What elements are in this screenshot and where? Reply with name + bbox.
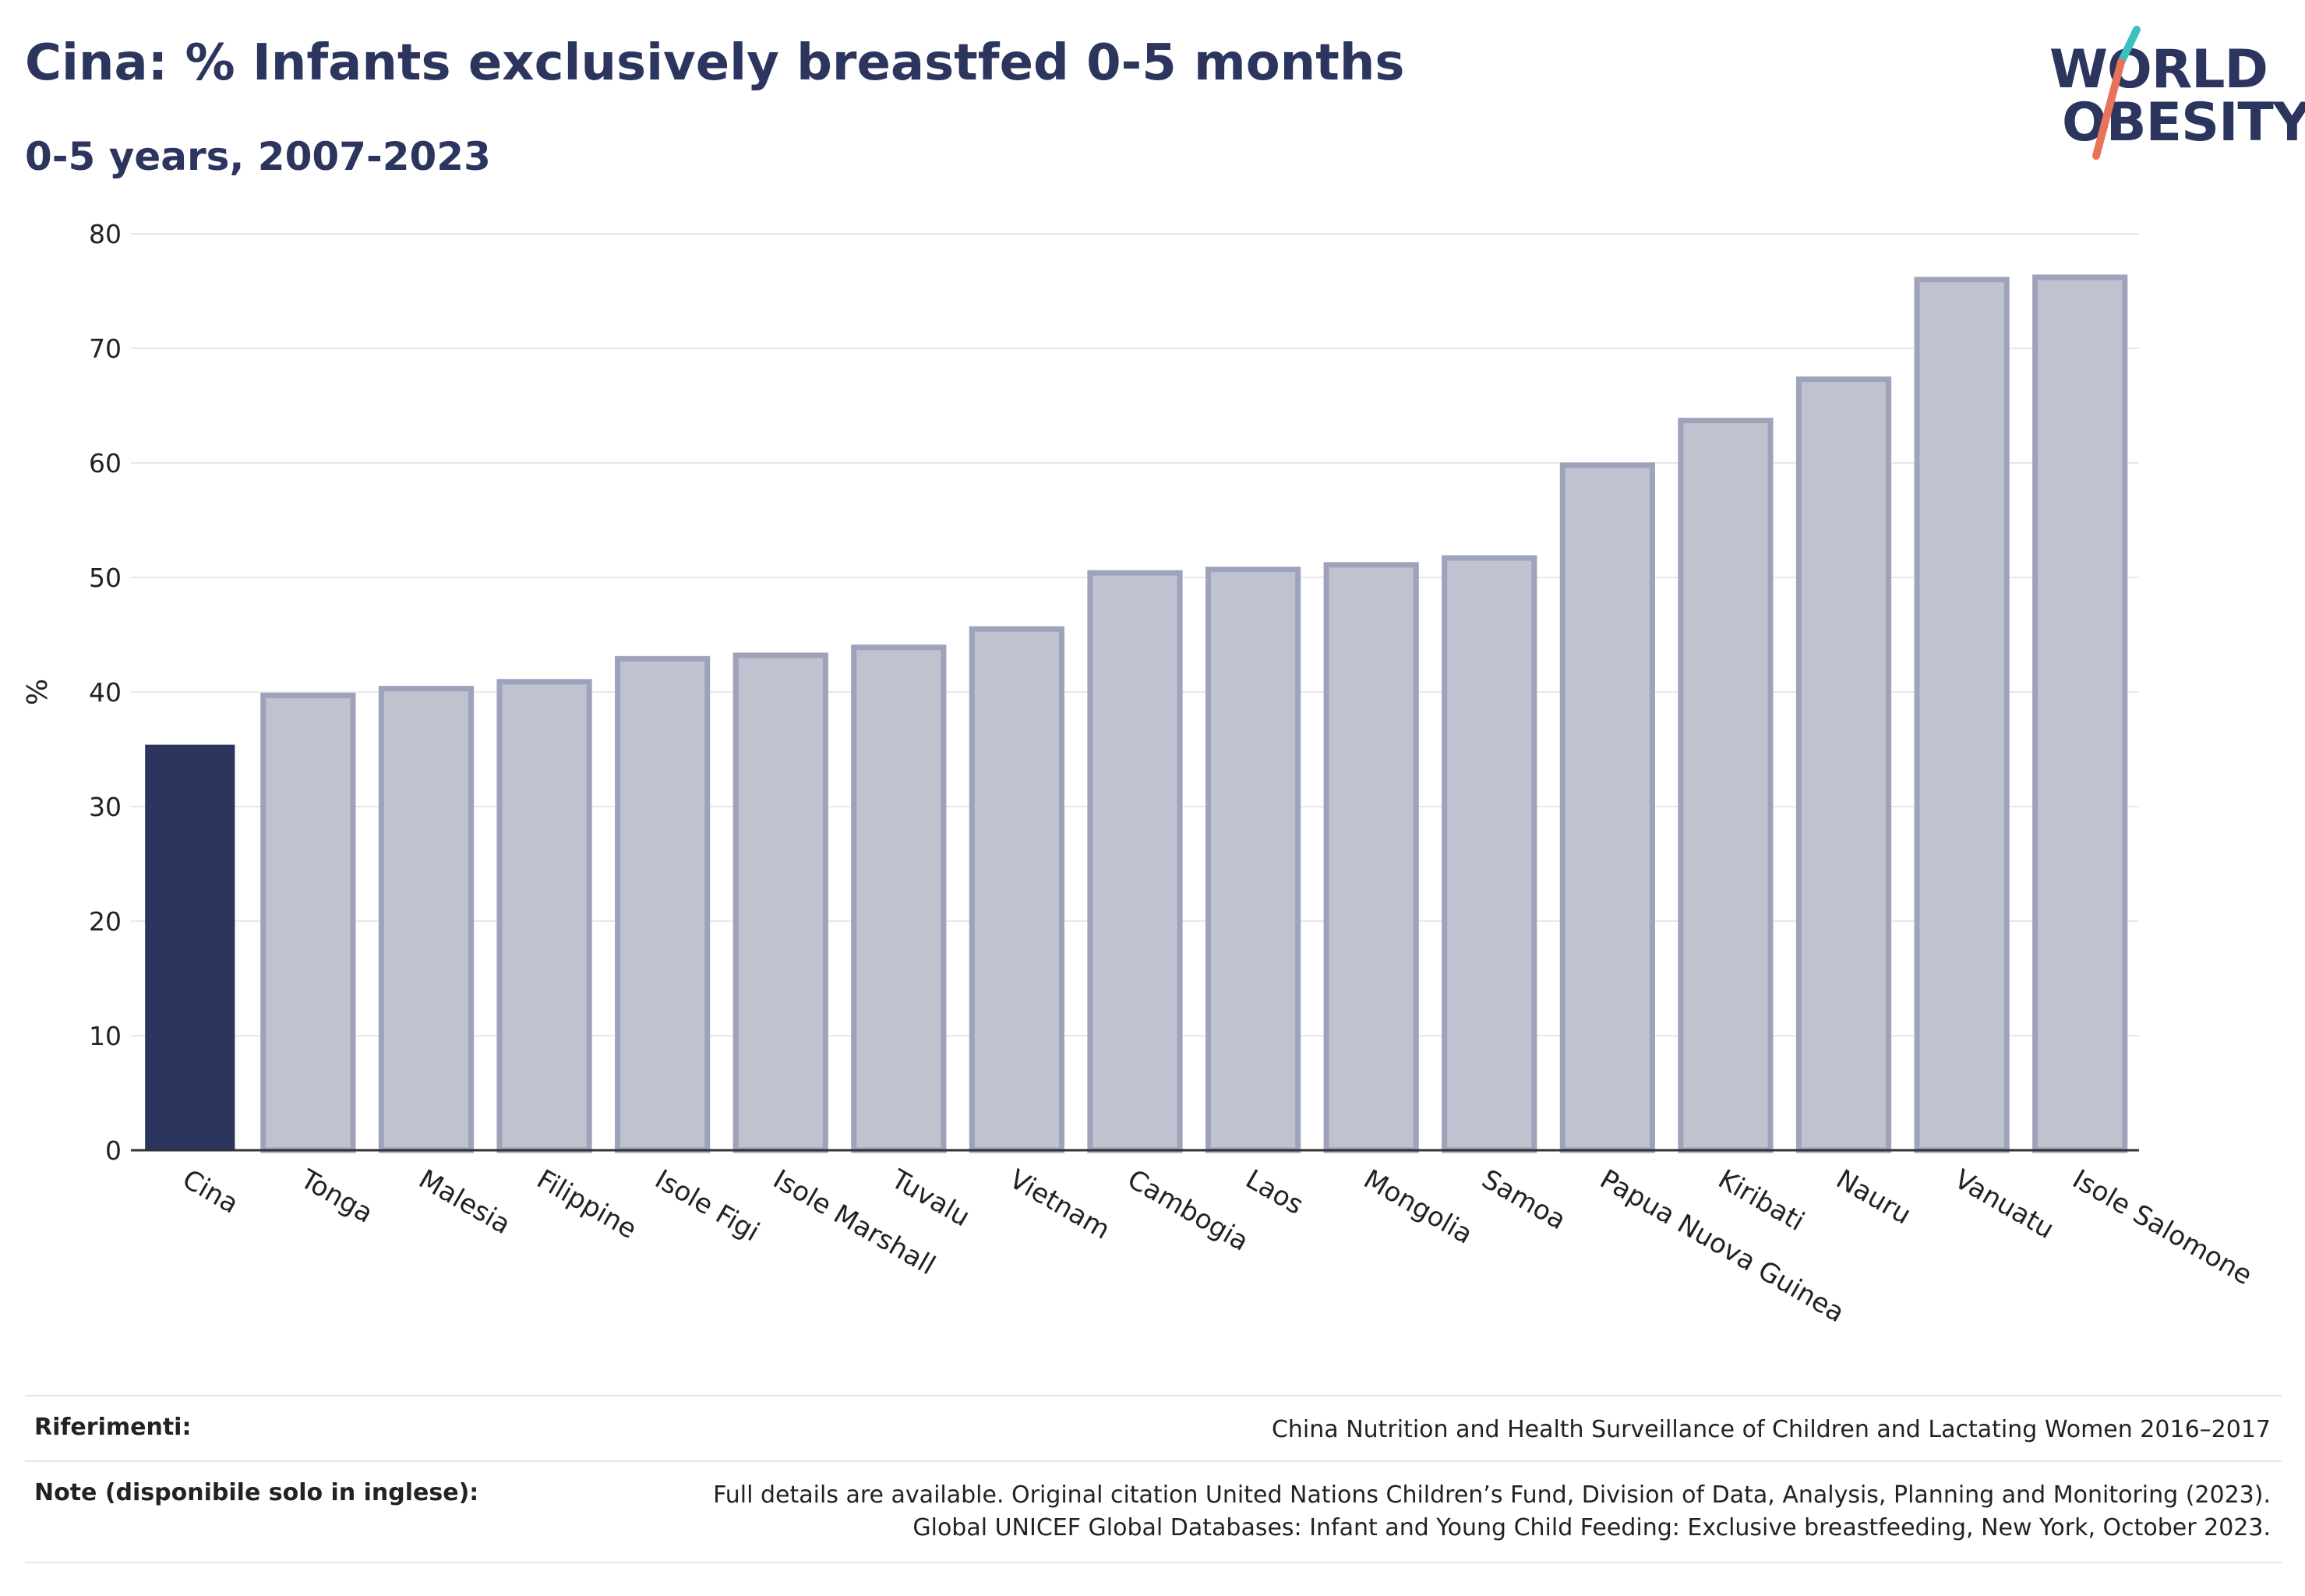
x-tick-label: Isole Figi — [650, 1163, 765, 1248]
x-tick-label: Tuvalu — [885, 1163, 975, 1234]
y-tick-label: 30 — [89, 792, 122, 822]
references-text: China Nutrition and Health Surveillance … — [1271, 1416, 2271, 1443]
notes-label: Note (disponibile solo in inglese): — [34, 1479, 479, 1506]
bars — [145, 274, 2128, 1153]
y-tick-label: 50 — [89, 563, 122, 593]
y-tick-label: 40 — [89, 677, 122, 708]
references-row: Riferimenti: China Nutrition and Health … — [25, 1395, 2282, 1462]
bar-isole-marshall[interactable] — [732, 652, 828, 1153]
x-tick-label: Samoa — [1477, 1163, 1571, 1236]
bar-cambogia[interactable] — [1087, 570, 1183, 1153]
bar-vanuatu[interactable] — [1914, 277, 2010, 1153]
y-tick-label: 10 — [89, 1021, 122, 1051]
chart-title: Cina: % Infants exclusively breastfed 0-… — [25, 34, 1405, 92]
notes-line-1: Full details are available. Original cit… — [713, 1481, 2271, 1509]
bar-vietnam[interactable] — [969, 626, 1065, 1153]
x-tick-label: Isole Salomone — [2067, 1163, 2257, 1291]
x-tick-label: Laos — [1241, 1163, 1309, 1221]
bar-isole-figi[interactable] — [615, 655, 711, 1153]
bar-malesia[interactable] — [378, 686, 475, 1153]
notes-text: Full details are available. Original cit… — [713, 1479, 2271, 1545]
bar-isole-salomone[interactable] — [2032, 274, 2128, 1153]
x-tick-label: Tonga — [295, 1163, 378, 1230]
x-tick-label: Vanuatu — [1949, 1163, 2059, 1245]
x-tick-label: Cambogia — [1122, 1163, 1254, 1258]
y-axis-title: % — [22, 679, 54, 705]
bar-chart: 0 10 20 30 40 50 60 70 80 Cina Tonga Malesia Filipp… — [22, 219, 2257, 1329]
notes-line-2: Global UNICEF Global Databases: Infant a… — [912, 1514, 2271, 1541]
bar-cina[interactable] — [145, 744, 235, 1150]
x-axis-labels: Cina Tonga Malesia Filippine Isole Figi Isole… — [177, 1163, 2257, 1329]
y-tick-label: 20 — [89, 906, 122, 937]
references-label: Riferimenti: — [34, 1414, 192, 1441]
x-tick-label: Malesia — [413, 1163, 515, 1241]
y-tick-label: 70 — [89, 334, 122, 364]
y-tick-label: 80 — [89, 219, 122, 249]
bar-samoa[interactable] — [1442, 555, 1537, 1153]
notes-row: Note (disponibile solo in inglese): Full… — [25, 1460, 2282, 1563]
bar-nauru[interactable] — [1795, 376, 1892, 1153]
logo-slash-icon — [2092, 26, 2141, 160]
x-tick-label: Nauru — [1831, 1163, 1917, 1231]
y-axis-ticks: 0 10 20 30 40 50 60 70 80 — [89, 219, 122, 1166]
world-obesity-logo: WORLD OBESITY — [2034, 23, 2305, 164]
bar-laos[interactable] — [1205, 567, 1301, 1153]
logo-text-world: WORLD — [2049, 39, 2268, 101]
x-tick-label: Mongolia — [1358, 1163, 1477, 1251]
y-tick-label: 60 — [89, 448, 122, 478]
x-tick-label: Cina — [177, 1163, 243, 1220]
bar-kiribati[interactable] — [1678, 418, 1774, 1153]
bar-mongolia[interactable] — [1323, 562, 1419, 1153]
bar-papua-nuova-guinea[interactable] — [1559, 462, 1655, 1153]
bar-tuvalu[interactable] — [851, 644, 947, 1153]
x-tick-label: Kiribati — [1713, 1163, 1809, 1238]
x-tick-label: Filippine — [531, 1163, 642, 1245]
bar-filippine[interactable] — [496, 679, 592, 1153]
chart-subtitle: 0-5 years, 2007-2023 — [25, 134, 491, 179]
y-tick-label: 0 — [105, 1135, 122, 1166]
bar-tonga[interactable] — [260, 692, 356, 1153]
x-tick-label: Vietnam — [1004, 1163, 1115, 1246]
